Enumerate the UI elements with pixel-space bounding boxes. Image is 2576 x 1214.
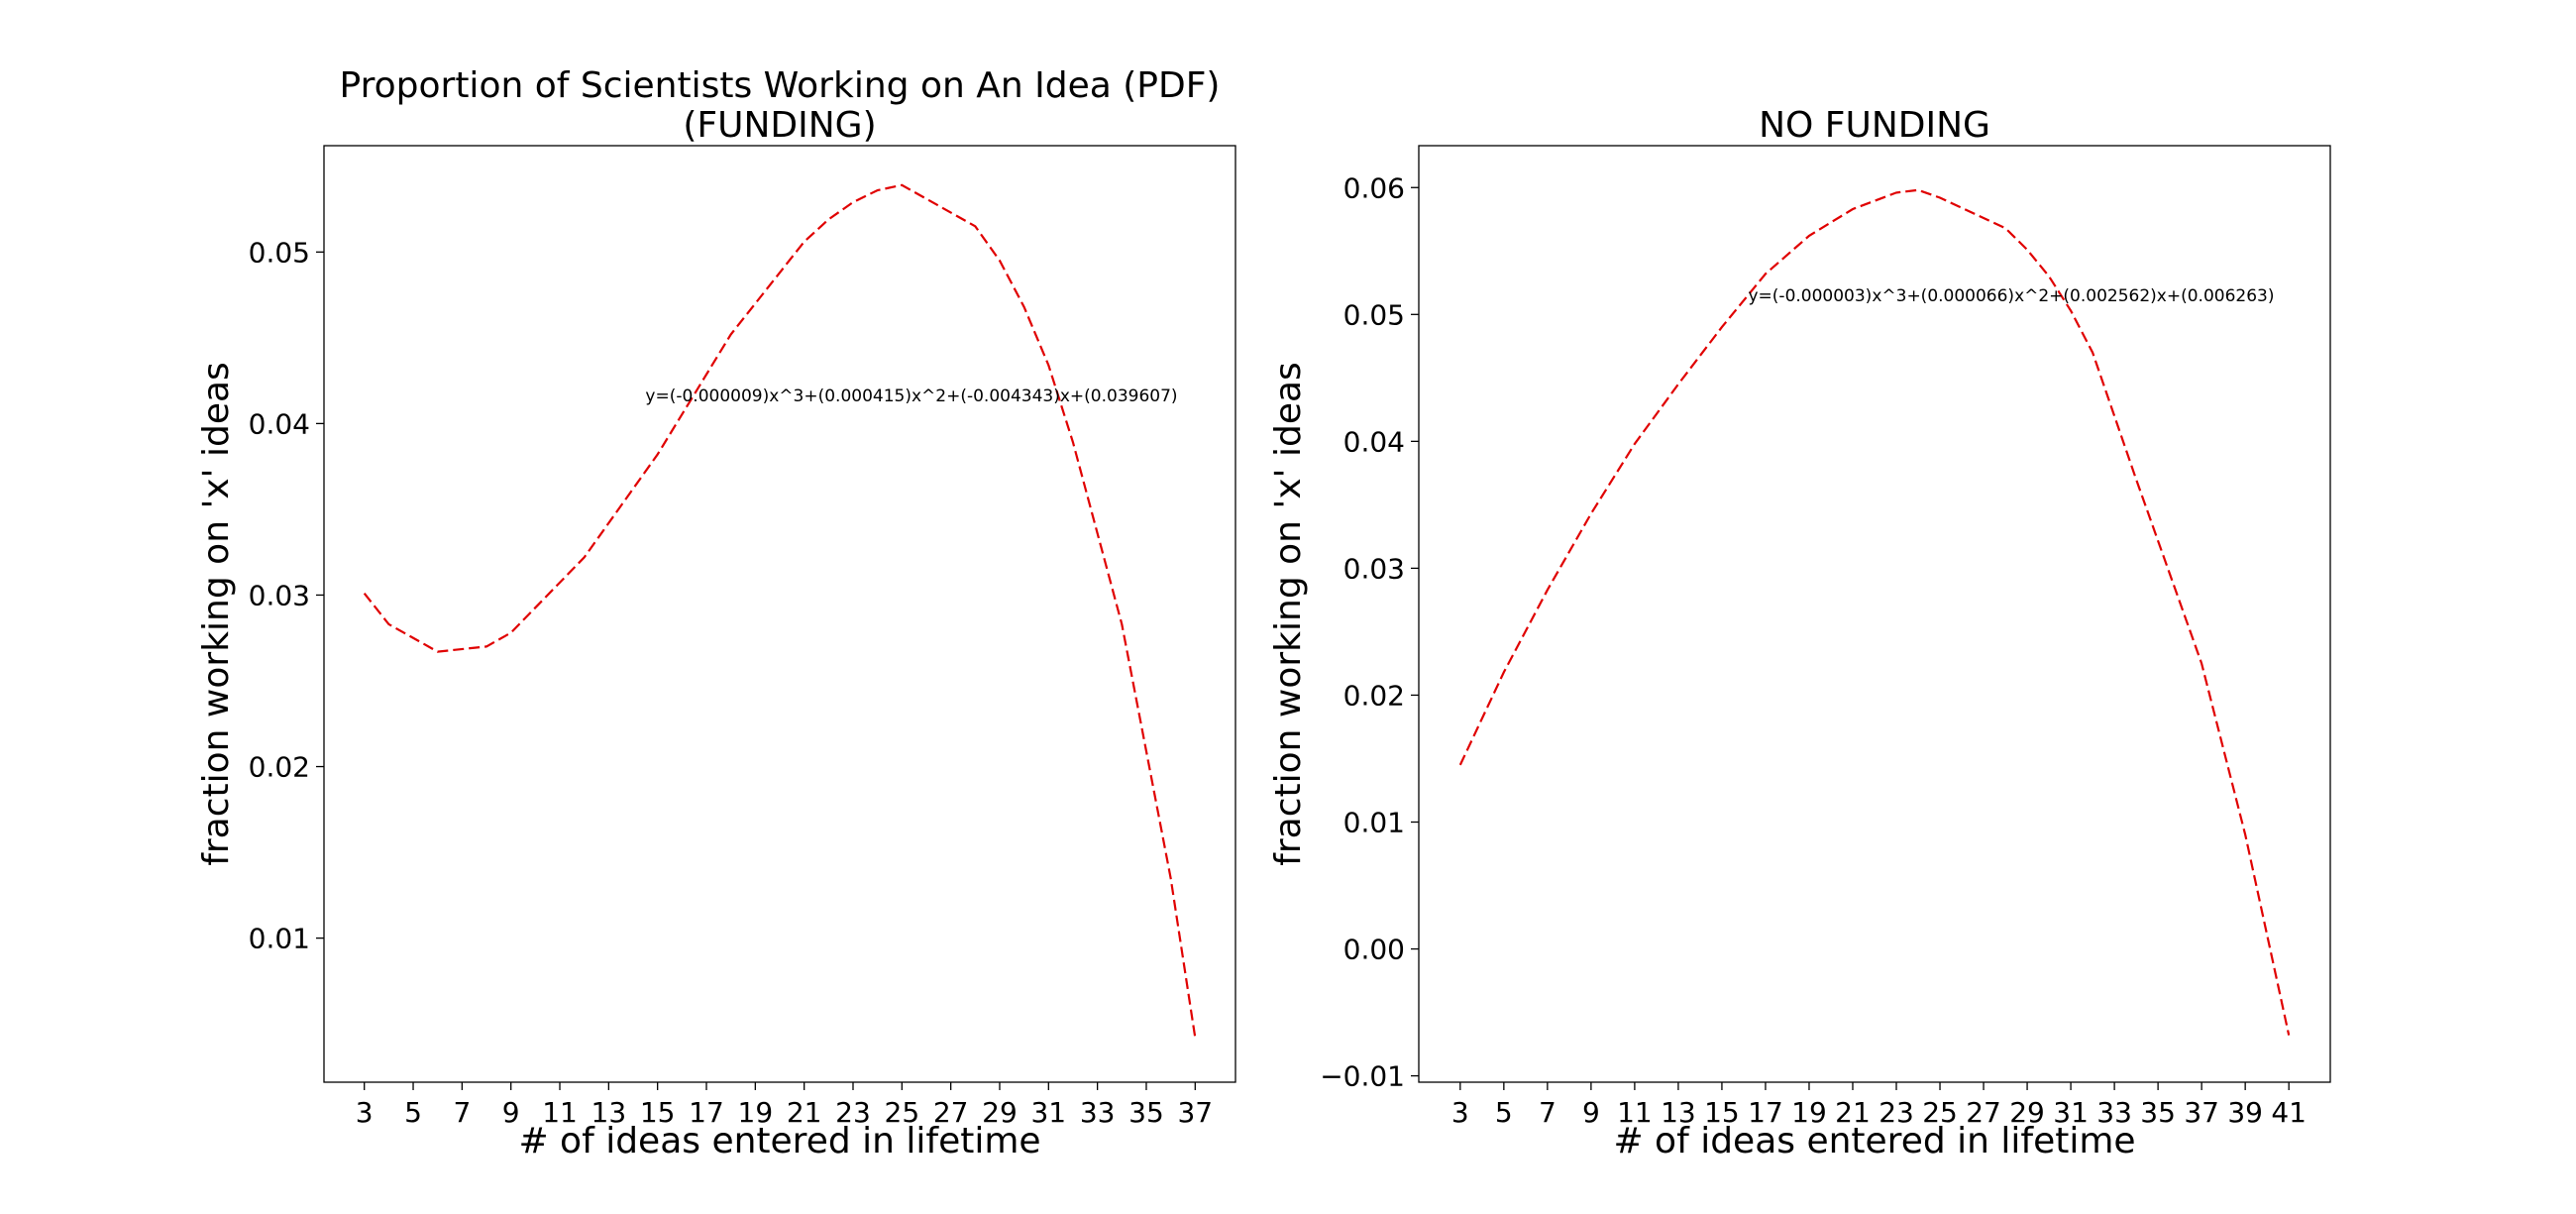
funding-x-tick-label: 7 xyxy=(453,1096,471,1129)
no-funding-x-tick-label: 27 xyxy=(1966,1096,2001,1129)
no-funding-x-tick-label: 35 xyxy=(2140,1096,2176,1129)
no-funding-y-tick-label: 0.03 xyxy=(1343,552,1405,585)
no-funding-y-tick-label: 0.00 xyxy=(1343,934,1405,966)
funding-plot-frame xyxy=(323,145,1236,1083)
funding-x-tick-label: 37 xyxy=(1177,1096,1213,1129)
no-funding-y-ticks: −0.01 0.00 0.01 0.02 0.03 0.04 0.05 0.06 xyxy=(1320,171,1419,1093)
no-funding-x-tick-label: 23 xyxy=(1878,1096,1914,1129)
no-funding-chart-title: NO FUNDING xyxy=(1759,105,1990,146)
no-funding-x-tick-label: 21 xyxy=(1835,1096,1871,1129)
funding-x-tick-label: 3 xyxy=(356,1096,374,1129)
funding-x-tick-label: 31 xyxy=(1030,1096,1066,1129)
funding-x-tick-label: 5 xyxy=(404,1096,422,1129)
no-funding-x-ticks: 3 5 7 9 11 13 15 17 19 21 23 25 27 29 31 33 35 37 39 41 xyxy=(1451,1082,2307,1129)
funding-x-axis-label: # of ideas entered in lifetime xyxy=(518,1121,1040,1161)
funding-x-tick-label: 25 xyxy=(885,1096,920,1129)
funding-y-axis-label: fraction working on 'x' ideas xyxy=(196,362,237,866)
funding-x-tick-label: 29 xyxy=(982,1096,1018,1129)
no-funding-x-tick-label: 29 xyxy=(2009,1096,2045,1129)
no-funding-fit-equation: y=(-0.000003)x^3+(0.000066)x^2+(0.002562… xyxy=(1749,286,2275,306)
funding-x-tick-label: 17 xyxy=(689,1096,724,1129)
funding-y-tick-label: 0.02 xyxy=(249,751,310,784)
funding-y-tick-label: 0.01 xyxy=(249,923,310,955)
no-funding-x-tick-label: 39 xyxy=(2227,1096,2263,1129)
no-funding-series-line xyxy=(1458,188,2291,1036)
no-funding-y-axis-label: fraction working on 'x' ideas xyxy=(1268,362,1309,866)
funding-y-tick-label: 0.04 xyxy=(249,407,310,440)
funding-chart-title: Proportion of Scientists Working on An I… xyxy=(340,65,1221,146)
no-funding-y-tick-label: 0.02 xyxy=(1343,679,1405,712)
no-funding-x-tick-label: 3 xyxy=(1451,1096,1469,1129)
funding-x-tick-label: 21 xyxy=(787,1096,822,1129)
no-funding-x-tick-label: 37 xyxy=(2184,1096,2219,1129)
no-funding-x-axis-label: # of ideas entered in lifetime xyxy=(1613,1121,2135,1161)
no-funding-x-tick-label: 9 xyxy=(1582,1096,1600,1129)
no-funding-x-tick-label: 33 xyxy=(2096,1096,2132,1129)
no-funding-x-tick-label: 13 xyxy=(1661,1096,1696,1129)
funding-x-tick-label: 13 xyxy=(591,1096,627,1129)
funding-x-tick-label: 19 xyxy=(738,1096,774,1129)
no-funding-chart: NO FUNDING 3 5 7 9 11 13 15 17 19 21 23 25 27 29 31 33 3… xyxy=(1268,105,2331,1161)
no-funding-y-tick-label: −0.01 xyxy=(1320,1060,1405,1093)
funding-x-tick-label: 15 xyxy=(640,1096,676,1129)
funding-series-line xyxy=(363,183,1197,1039)
no-funding-y-tick-label: 0.05 xyxy=(1343,298,1405,331)
funding-fit-equation: y=(-0.000009)x^3+(0.000415)x^2+(-0.00434… xyxy=(645,386,1177,406)
no-funding-y-tick-label: 0.01 xyxy=(1343,807,1405,839)
no-funding-y-tick-label: 0.04 xyxy=(1343,425,1405,458)
no-funding-x-tick-label: 5 xyxy=(1495,1096,1513,1129)
no-funding-x-tick-label: 11 xyxy=(1617,1096,1653,1129)
funding-x-ticks: 3 5 7 9 11 13 15 17 19 21 23 25 27 29 31 33 35 37 xyxy=(356,1082,1213,1129)
funding-x-tick-label: 35 xyxy=(1128,1096,1164,1129)
no-funding-x-tick-label: 7 xyxy=(1539,1096,1556,1129)
funding-x-tick-label: 27 xyxy=(933,1096,969,1129)
no-funding-x-tick-label: 31 xyxy=(2053,1096,2089,1129)
no-funding-y-tick-label: 0.06 xyxy=(1343,171,1405,204)
funding-y-ticks: 0.01 0.02 0.03 0.04 0.05 xyxy=(249,236,324,955)
funding-y-tick-label: 0.03 xyxy=(249,579,310,611)
funding-chart: Proportion of Scientists Working on An I… xyxy=(196,65,1236,1161)
no-funding-x-tick-label: 19 xyxy=(1791,1096,1827,1129)
funding-x-tick-label: 9 xyxy=(502,1096,520,1129)
no-funding-x-tick-label: 41 xyxy=(2271,1096,2307,1129)
funding-x-tick-label: 33 xyxy=(1080,1096,1116,1129)
funding-x-tick-label: 11 xyxy=(542,1096,578,1129)
funding-y-tick-label: 0.05 xyxy=(249,236,310,269)
no-funding-x-tick-label: 15 xyxy=(1704,1096,1740,1129)
no-funding-x-tick-label: 25 xyxy=(1922,1096,1958,1129)
funding-x-tick-label: 23 xyxy=(835,1096,871,1129)
no-funding-plot-frame xyxy=(1418,145,2331,1083)
no-funding-x-tick-label: 17 xyxy=(1748,1096,1783,1129)
